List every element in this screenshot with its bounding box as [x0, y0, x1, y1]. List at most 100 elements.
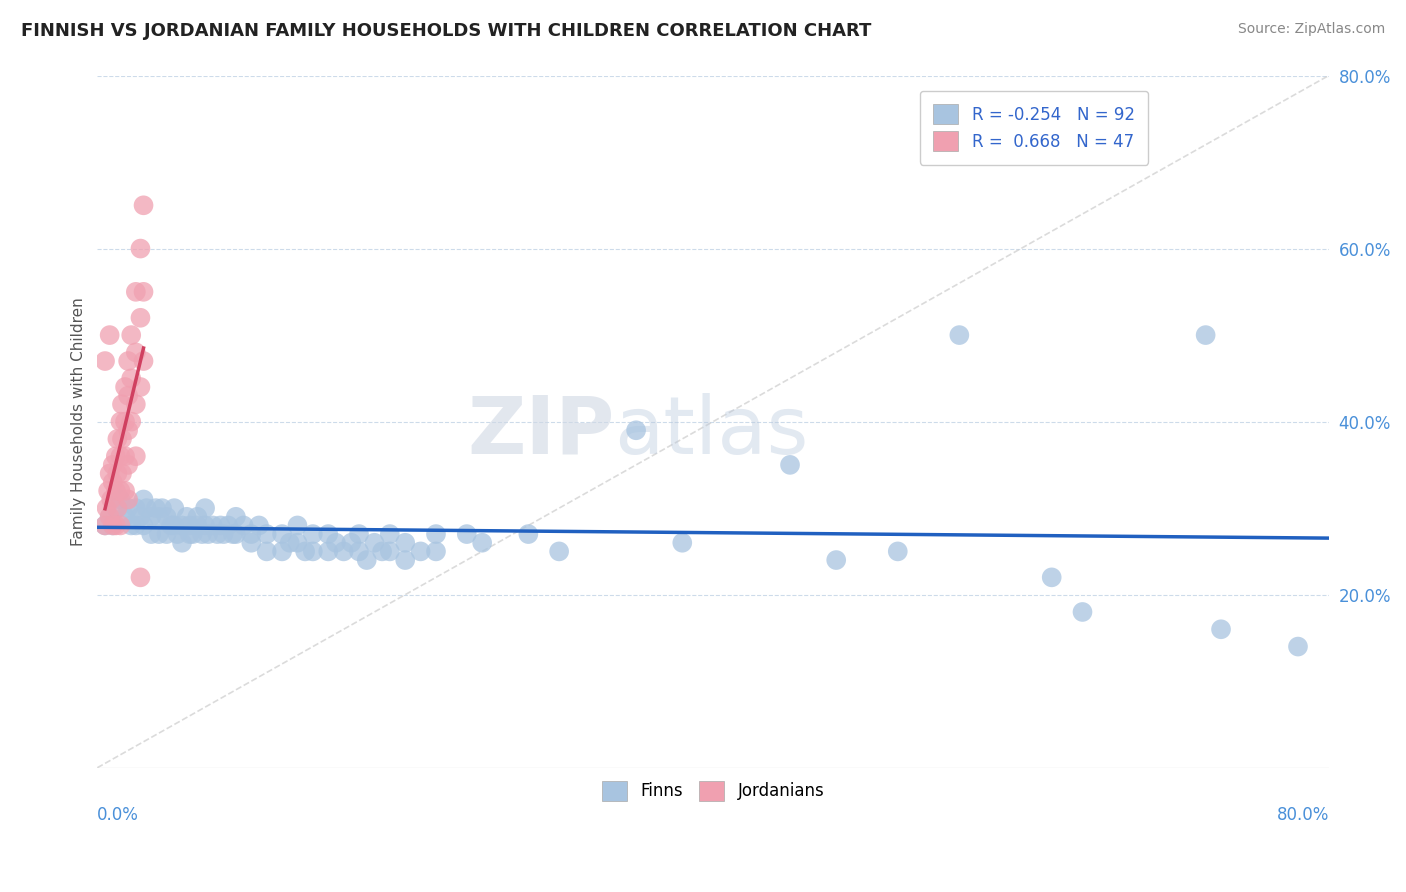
Point: [179, 518, 201, 533]
Point: [181, 527, 204, 541]
Point: [94, 518, 117, 533]
Point: [129, 310, 152, 325]
Point: [548, 544, 571, 558]
Point: [117, 492, 139, 507]
Point: [120, 415, 142, 429]
Point: [212, 527, 235, 541]
Point: [114, 483, 136, 498]
Point: [394, 553, 416, 567]
Y-axis label: Family Households with Children: Family Households with Children: [72, 297, 86, 546]
Point: [278, 535, 301, 549]
Point: [120, 518, 142, 533]
Point: [101, 475, 124, 490]
Point: [217, 518, 239, 533]
Point: [170, 535, 193, 549]
Point: [271, 527, 294, 541]
Point: [340, 535, 363, 549]
Point: [294, 544, 316, 558]
Point: [111, 432, 134, 446]
Point: [114, 415, 136, 429]
Point: [105, 501, 128, 516]
Point: [98, 509, 121, 524]
Point: [179, 527, 201, 541]
Point: [114, 449, 136, 463]
Point: [356, 553, 378, 567]
Point: [302, 544, 325, 558]
Point: [132, 198, 155, 212]
Point: [117, 501, 139, 516]
Point: [170, 518, 193, 533]
Point: [105, 432, 128, 446]
Point: [132, 285, 155, 299]
Point: [191, 527, 214, 541]
Point: [1286, 640, 1309, 654]
Point: [471, 535, 494, 549]
Point: [287, 535, 309, 549]
Point: [1209, 622, 1232, 636]
Point: [141, 509, 163, 524]
Point: [150, 501, 173, 516]
Point: [825, 553, 848, 567]
Point: [1040, 570, 1063, 584]
Text: FINNISH VS JORDANIAN FAMILY HOUSEHOLDS WITH CHILDREN CORRELATION CHART: FINNISH VS JORDANIAN FAMILY HOUSEHOLDS W…: [21, 22, 872, 40]
Point: [100, 492, 122, 507]
Point: [98, 328, 121, 343]
Text: atlas: atlas: [614, 393, 808, 471]
Point: [148, 509, 170, 524]
Point: [325, 535, 347, 549]
Point: [101, 518, 124, 533]
Point: [104, 518, 127, 533]
Point: [256, 527, 278, 541]
Point: [117, 458, 139, 472]
Point: [104, 501, 127, 516]
Point: [110, 415, 132, 429]
Point: [240, 535, 263, 549]
Point: [671, 535, 693, 549]
Point: [110, 449, 132, 463]
Point: [209, 518, 232, 533]
Point: [132, 518, 155, 533]
Point: [394, 535, 416, 549]
Point: [132, 492, 155, 507]
Point: [425, 544, 447, 558]
Point: [378, 544, 401, 558]
Point: [1071, 605, 1094, 619]
Point: [247, 518, 270, 533]
Point: [887, 544, 910, 558]
Point: [186, 509, 208, 524]
Point: [114, 509, 136, 524]
Point: [104, 483, 127, 498]
Point: [287, 518, 309, 533]
Point: [129, 242, 152, 256]
Point: [120, 328, 142, 343]
Point: [132, 354, 155, 368]
Point: [378, 527, 401, 541]
Point: [624, 423, 647, 437]
Point: [201, 518, 224, 533]
Point: [105, 467, 128, 481]
Point: [232, 518, 254, 533]
Point: [117, 389, 139, 403]
Point: [129, 380, 152, 394]
Point: [347, 527, 370, 541]
Point: [160, 518, 183, 533]
Point: [363, 535, 385, 549]
Point: [101, 518, 124, 533]
Point: [104, 449, 127, 463]
Point: [225, 527, 247, 541]
Point: [316, 527, 339, 541]
Point: [94, 354, 117, 368]
Point: [332, 544, 354, 558]
Point: [222, 527, 245, 541]
Point: [186, 518, 208, 533]
Point: [110, 492, 132, 507]
Point: [409, 544, 432, 558]
Point: [125, 345, 148, 359]
Point: [125, 397, 148, 411]
Point: [110, 518, 132, 533]
Text: 0.0%: 0.0%: [97, 805, 139, 824]
Point: [129, 509, 152, 524]
Point: [111, 467, 134, 481]
Text: 80.0%: 80.0%: [1277, 805, 1329, 824]
Point: [98, 509, 121, 524]
